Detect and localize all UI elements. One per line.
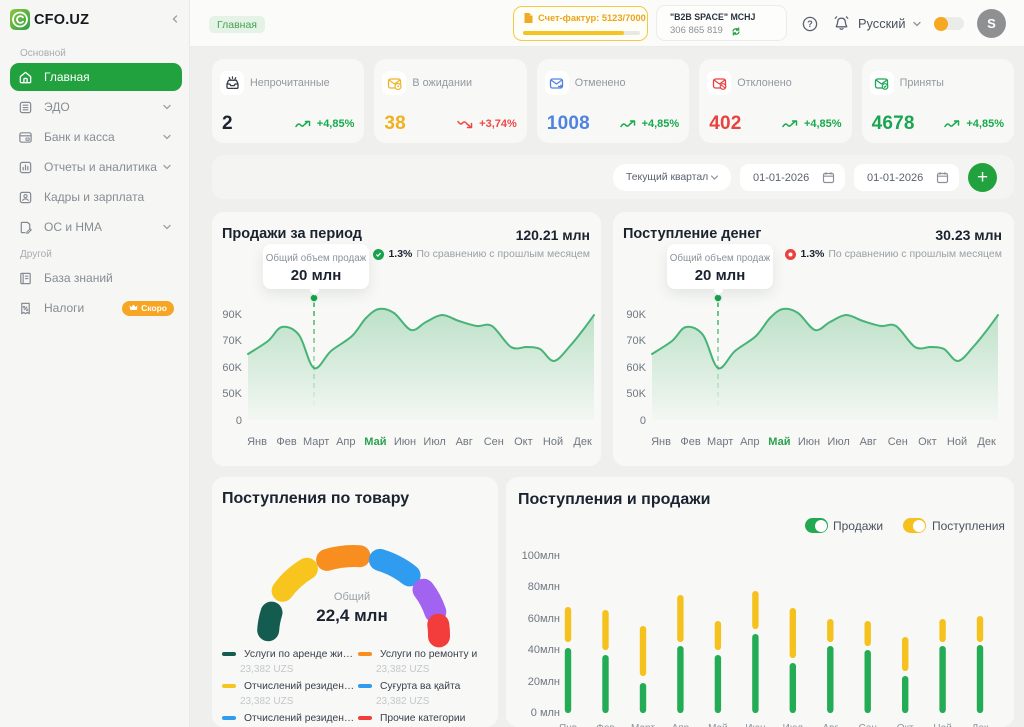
svg-text:?: ?	[807, 19, 813, 29]
